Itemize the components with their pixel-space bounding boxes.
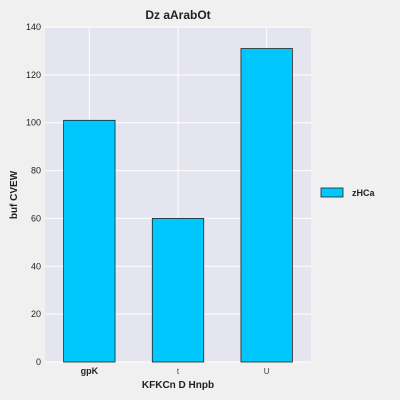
x-ticks: gpK t U	[81, 366, 270, 376]
y-tick-label: 60	[31, 213, 41, 223]
bar-U	[240, 48, 293, 363]
y-tick-label: 80	[31, 166, 41, 176]
y-tick-label: 100	[26, 118, 41, 128]
bar-t	[151, 218, 205, 363]
y-tick-label: 20	[31, 309, 41, 319]
bars	[63, 48, 293, 363]
y-ticks: 0 20 40 60 80 100 120 140	[26, 22, 41, 367]
y-tick-label: 120	[26, 70, 41, 80]
y-tick-label: 0	[36, 357, 41, 367]
x-tick-label: U	[264, 367, 270, 376]
y-tick-label: 140	[26, 22, 41, 32]
y-tick-label: 40	[31, 261, 41, 271]
chart-title: Dz aArabOt	[145, 8, 210, 22]
legend: zHCa	[320, 187, 375, 198]
bar-gpK	[63, 119, 116, 363]
x-tick-label: gpK	[81, 366, 99, 376]
legend-label: zHCa	[352, 188, 375, 198]
x-axis-label: KFKCn D Hnpb	[142, 380, 214, 391]
x-tick-label: t	[177, 367, 180, 376]
y-axis-label: buf CVEW	[9, 170, 20, 219]
legend-swatch	[320, 187, 344, 198]
